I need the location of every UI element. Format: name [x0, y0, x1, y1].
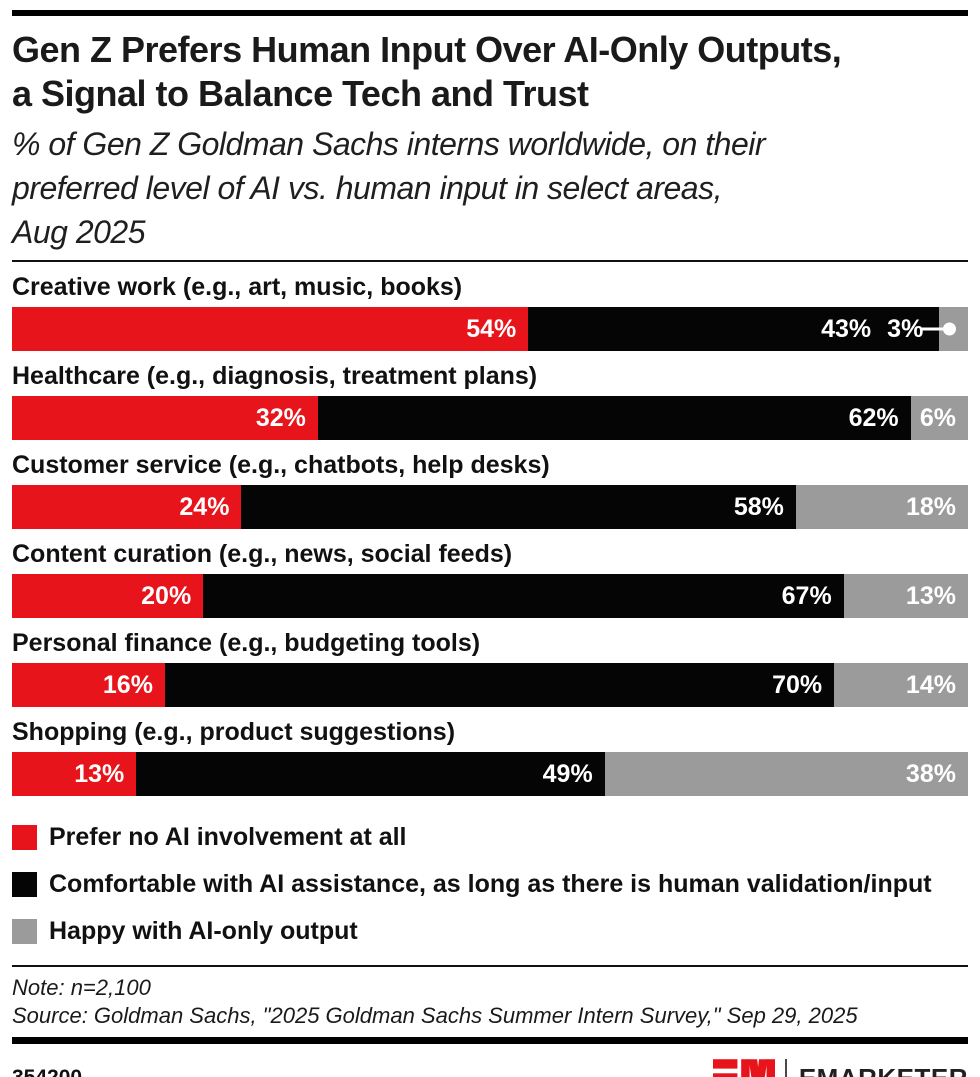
- stacked-bar: 32% 62% 6%: [12, 396, 968, 440]
- subtitle-line-2: preferred level of AI vs. human input in…: [12, 170, 722, 206]
- bar-segment: 62%: [317, 396, 911, 440]
- legend-item: Comfortable with AI assistance, as long …: [12, 871, 968, 897]
- value-label: 54%: [466, 314, 517, 343]
- value-label: 58%: [733, 492, 784, 521]
- bar-segment: 18%: [795, 485, 968, 529]
- value-label: 6%: [919, 403, 956, 432]
- stacked-bar: 24% 58% 18%: [12, 485, 968, 529]
- chart-row: Content curation (e.g., news, social fee…: [12, 541, 968, 618]
- value-label: 67%: [781, 581, 832, 610]
- footnotes: Note: n=2,100 Source: Goldman Sachs, "20…: [12, 974, 968, 1030]
- bar-segment: 16%: [12, 663, 165, 707]
- title-line-1: Gen Z Prefers Human Input Over AI-Only O…: [12, 29, 842, 70]
- value-label: 32%: [255, 403, 306, 432]
- value-label: 38%: [905, 759, 956, 788]
- bar-segment: 13%: [12, 752, 137, 796]
- chart-subtitle: % of Gen Z Goldman Sachs interns worldwi…: [12, 122, 968, 254]
- emarketer-logo-icon: [712, 1059, 775, 1077]
- bar-segment: 32%: [12, 396, 318, 440]
- callout-dot-icon: [943, 322, 957, 336]
- bar-segment: 14%: [834, 663, 968, 707]
- callout-leader: [922, 322, 957, 336]
- footer-rule: [12, 1037, 968, 1044]
- category-label: Personal finance (e.g., budgeting tools): [12, 629, 481, 657]
- value-label: 18%: [905, 492, 956, 521]
- category-label: Customer service (e.g., chatbots, help d…: [12, 451, 550, 479]
- footnote-divider: [12, 965, 968, 967]
- legend-label: Prefer no AI involvement at all: [49, 823, 407, 851]
- value-label: 14%: [905, 670, 956, 699]
- bar-segment: 54%: [12, 307, 529, 351]
- source-text: Source: Goldman Sachs, "2025 Goldman Sac…: [12, 1003, 858, 1028]
- legend-item: Prefer no AI involvement at all: [12, 824, 968, 850]
- value-label: 16%: [102, 670, 153, 699]
- value-label: 13%: [74, 759, 125, 788]
- stacked-bar-chart: Creative work (e.g., art, music, books) 5…: [12, 274, 968, 796]
- stacked-bar: 54% 43% 3%: [12, 307, 968, 351]
- chart-row: Healthcare (e.g., diagnosis, treatment p…: [12, 363, 968, 440]
- category-label: Content curation (e.g., news, social fee…: [12, 540, 513, 568]
- legend-label: Comfortable with AI assistance, as long …: [49, 870, 932, 898]
- callout-value-label: 3%: [887, 314, 924, 343]
- value-label: 49%: [542, 759, 593, 788]
- chart-legend: Prefer no AI involvement at all Comfortab…: [12, 824, 968, 944]
- chart-row: Personal finance (e.g., budgeting tools)…: [12, 630, 968, 707]
- stacked-bar: 13% 49% 38%: [12, 752, 968, 796]
- value-label: 62%: [848, 403, 899, 432]
- value-label: 20%: [141, 581, 192, 610]
- chart-row: Customer service (e.g., chatbots, help d…: [12, 452, 968, 529]
- legend-swatch-icon: [12, 824, 37, 850]
- chart-row: Shopping (e.g., product suggestions) 13% 4…: [12, 719, 968, 796]
- callout-line: [922, 327, 949, 331]
- value-label: 70%: [772, 670, 823, 699]
- legend-swatch-icon: [12, 871, 37, 897]
- bar-segment: 6%: [910, 396, 968, 440]
- value-label: 43%: [821, 314, 872, 343]
- brand-name: EMARKETER: [799, 1063, 968, 1077]
- legend-label: Happy with AI-only output: [49, 917, 358, 945]
- title-line-2: a Signal to Balance Tech and Trust: [12, 73, 589, 114]
- category-label: Healthcare (e.g., diagnosis, treatment p…: [12, 362, 538, 390]
- legend-swatch-icon: [12, 918, 37, 944]
- note-text: Note: n=2,100: [12, 975, 151, 1000]
- bar-segment: 70%: [164, 663, 835, 707]
- chart-id: 354200: [12, 1066, 82, 1077]
- brand-lockup: EMARKETER: [712, 1057, 968, 1077]
- chart-title: Gen Z Prefers Human Input Over AI-Only O…: [12, 28, 968, 116]
- subtitle-line-3: Aug 2025: [12, 214, 146, 250]
- subtitle-line-1: % of Gen Z Goldman Sachs interns worldwi…: [12, 126, 766, 162]
- chart-row: Creative work (e.g., art, music, books) 5…: [12, 274, 968, 351]
- legend-item: Happy with AI-only output: [12, 918, 968, 944]
- bar-segment: 49%: [136, 752, 605, 796]
- stacked-bar: 16% 70% 14%: [12, 663, 968, 707]
- category-label: Creative work (e.g., art, music, books): [12, 273, 463, 301]
- bar-segment: 38%: [604, 752, 968, 796]
- category-label: Shopping (e.g., product suggestions): [12, 718, 456, 746]
- logo-divider: [784, 1059, 787, 1077]
- footer: 354200 EMARKETER: [12, 1057, 968, 1077]
- bar-segment: 13%: [843, 574, 968, 618]
- bar-segment: 43% 3%: [528, 307, 957, 351]
- header-divider: [12, 260, 968, 262]
- bar-segment: 24%: [12, 485, 242, 529]
- top-rule: [12, 10, 968, 16]
- stacked-bar: 20% 67% 13%: [12, 574, 968, 618]
- value-label: 24%: [179, 492, 230, 521]
- value-label: 13%: [905, 581, 956, 610]
- bar-segment: 67%: [203, 574, 844, 618]
- bar-segment: 20%: [12, 574, 204, 618]
- bar-segment: 58%: [241, 485, 796, 529]
